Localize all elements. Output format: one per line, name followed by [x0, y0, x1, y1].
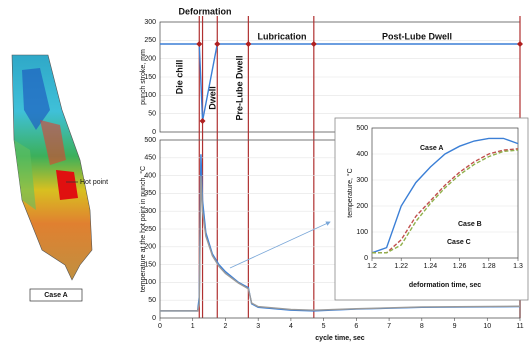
x-tick-label: 5: [322, 323, 326, 330]
x-axis-label: cycle time, sec: [315, 335, 365, 342]
y-tick-label: 200: [356, 203, 368, 210]
point-marker: [311, 41, 317, 47]
y-tick-label: 50: [148, 297, 156, 304]
point-marker: [245, 41, 251, 47]
phase-label: Post-Lube Dwell: [382, 31, 452, 41]
x-tick-label: 1.22: [394, 263, 408, 270]
y-tick-label: 50: [148, 111, 156, 118]
y-tick-label: 0: [364, 255, 368, 262]
x-tick-label: 9: [453, 323, 457, 330]
y-axis-label: temperature at the hot point in punch, °…: [139, 166, 147, 292]
y-tick-label: 100: [356, 229, 368, 236]
figure: Hot point Case A 050100150200250300punch…: [0, 0, 530, 345]
x-tick-label: 8: [420, 323, 424, 330]
phase-label: Deformation: [178, 6, 231, 16]
y-tick-label: 500: [144, 137, 156, 144]
x-tick-label: 0: [158, 323, 162, 330]
series-label: Case A: [420, 145, 443, 152]
x-tick-label: 1.26: [453, 263, 467, 270]
point-marker: [200, 118, 206, 124]
series-label: Case C: [447, 239, 471, 246]
x-tick-label: 10: [483, 323, 491, 330]
x-tick-label: 4: [289, 323, 293, 330]
phase-label: Die chill: [174, 60, 184, 95]
point-marker: [196, 41, 202, 47]
x-tick-label: 1.28: [482, 263, 496, 270]
y-axis-label: temperature, °C: [346, 168, 354, 218]
phase-label: Pre-Lube Dwell: [234, 55, 244, 120]
page: Hot point Case A 050100150200250300punch…: [0, 0, 530, 345]
y-tick-label: 0: [152, 129, 156, 136]
x-tick-label: 1: [191, 323, 195, 330]
x-tick-label: 1.3: [513, 263, 523, 270]
point-marker: [517, 41, 523, 47]
x-tick-label: 2: [224, 323, 228, 330]
y-tick-label: 500: [356, 125, 368, 132]
y-tick-label: 300: [356, 177, 368, 184]
x-tick-label: 11: [516, 323, 523, 330]
point-marker: [214, 41, 220, 47]
y-tick-label: 450: [144, 155, 156, 162]
hot-point-label: Hot point: [80, 179, 108, 186]
fem-image: Hot point Case A: [12, 55, 108, 301]
x-tick-label: 6: [354, 323, 358, 330]
x-axis-label: deformation time, sec: [409, 282, 481, 289]
series-label: Case B: [458, 221, 482, 228]
y-tick-label: 0: [152, 315, 156, 322]
x-tick-label: 7: [387, 323, 391, 330]
phase-label: Lubrication: [258, 31, 307, 41]
x-tick-label: 1.24: [424, 263, 438, 270]
case-label: Case A: [44, 292, 67, 299]
y-tick-label: 400: [356, 151, 368, 158]
x-tick-label: 3: [256, 323, 260, 330]
y-tick-label: 300: [144, 19, 156, 26]
y-tick-label: 250: [144, 37, 156, 44]
y-axis-label: punch stroke, mm: [140, 49, 147, 105]
x-tick-label: 1.2: [367, 263, 377, 270]
